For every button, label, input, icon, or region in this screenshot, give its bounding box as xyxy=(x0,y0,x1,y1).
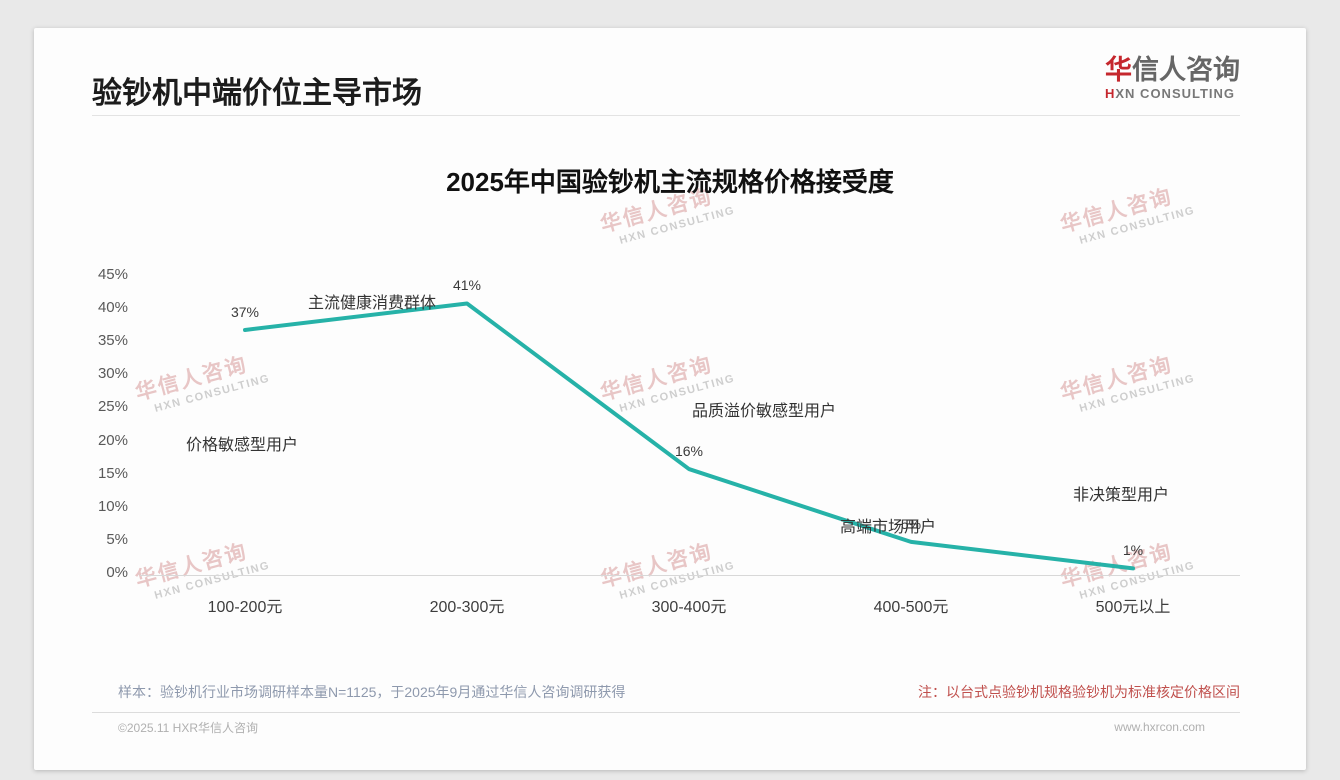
data-point-label: 1% xyxy=(1122,542,1144,559)
x-category-label: 400-500元 xyxy=(873,599,949,616)
brand-logo-cn-text: 信人咨询 xyxy=(1132,55,1240,85)
y-tick-label: 15% xyxy=(97,464,128,482)
y-tick-label: 10% xyxy=(97,497,128,515)
page-title: 验钞机中端价位主导市场 xyxy=(92,77,422,110)
copyright-text: ©2025.11 HXR华信人咨询 xyxy=(118,721,258,735)
x-category-label: 100-200元 xyxy=(207,599,283,616)
y-tick-label: 25% xyxy=(97,398,128,416)
x-category-label: 300-400元 xyxy=(651,599,727,616)
brand-logo: 华信人咨询 HXN CONSULTING xyxy=(1105,55,1240,103)
y-tick-label: 35% xyxy=(97,332,128,350)
data-point-label: 16% xyxy=(674,443,704,460)
chart-title: 2025年中国验钞机主流规格价格接受度 xyxy=(446,167,894,197)
x-category-label: 200-300元 xyxy=(429,599,505,616)
report-page: 华信人咨询 HXN CONSULTING 华信人咨询 HXN CONSULTING 华信… xyxy=(34,28,1306,770)
y-tick-label: 45% xyxy=(97,266,128,283)
data-point-label: 41% xyxy=(452,277,482,294)
brand-logo-chinese: 华信人咨询 xyxy=(1105,55,1240,86)
y-tick-label: 0% xyxy=(106,564,128,581)
annotation-label: 高端市场用户 xyxy=(839,519,936,536)
brand-logo-en-text: XN CONSULTING xyxy=(1115,85,1236,101)
website-url: www.hxrcon.com xyxy=(1114,720,1205,734)
annotation-label: 非决策型用户 xyxy=(1072,487,1169,504)
y-tick-label: 20% xyxy=(97,431,128,449)
pricing-basis-note: 注：以台式点验钞机规格验钞机为标准核定价格区间 xyxy=(918,684,1240,700)
y-tick-label: 40% xyxy=(97,299,128,317)
x-category-label: 500元以上 xyxy=(1095,599,1171,616)
y-tick-label: 5% xyxy=(106,530,128,548)
annotation-label: 价格敏感型用户 xyxy=(185,437,298,454)
annotation-label: 主流健康消费群体 xyxy=(307,295,436,312)
trend-line xyxy=(243,301,1135,571)
y-tick-label: 30% xyxy=(97,365,128,383)
brand-logo-cn-accent: 华 xyxy=(1105,55,1132,85)
sample-note: 样本：验钞机行业市场调研样本量N=1125，于2025年9月通过华信人咨询调研获… xyxy=(118,684,626,700)
brand-logo-en-accent: H xyxy=(1105,85,1116,101)
line-chart xyxy=(243,301,1135,571)
header-divider xyxy=(92,115,1240,116)
brand-logo-english: HXN CONSULTING xyxy=(1105,86,1240,103)
footer-divider xyxy=(92,712,1240,713)
data-point-label: 37% xyxy=(230,303,260,320)
data-point-label: 5% xyxy=(900,515,922,532)
x-axis-baseline xyxy=(140,575,1240,576)
annotation-label: 品质溢价敏感型用户 xyxy=(691,403,836,420)
